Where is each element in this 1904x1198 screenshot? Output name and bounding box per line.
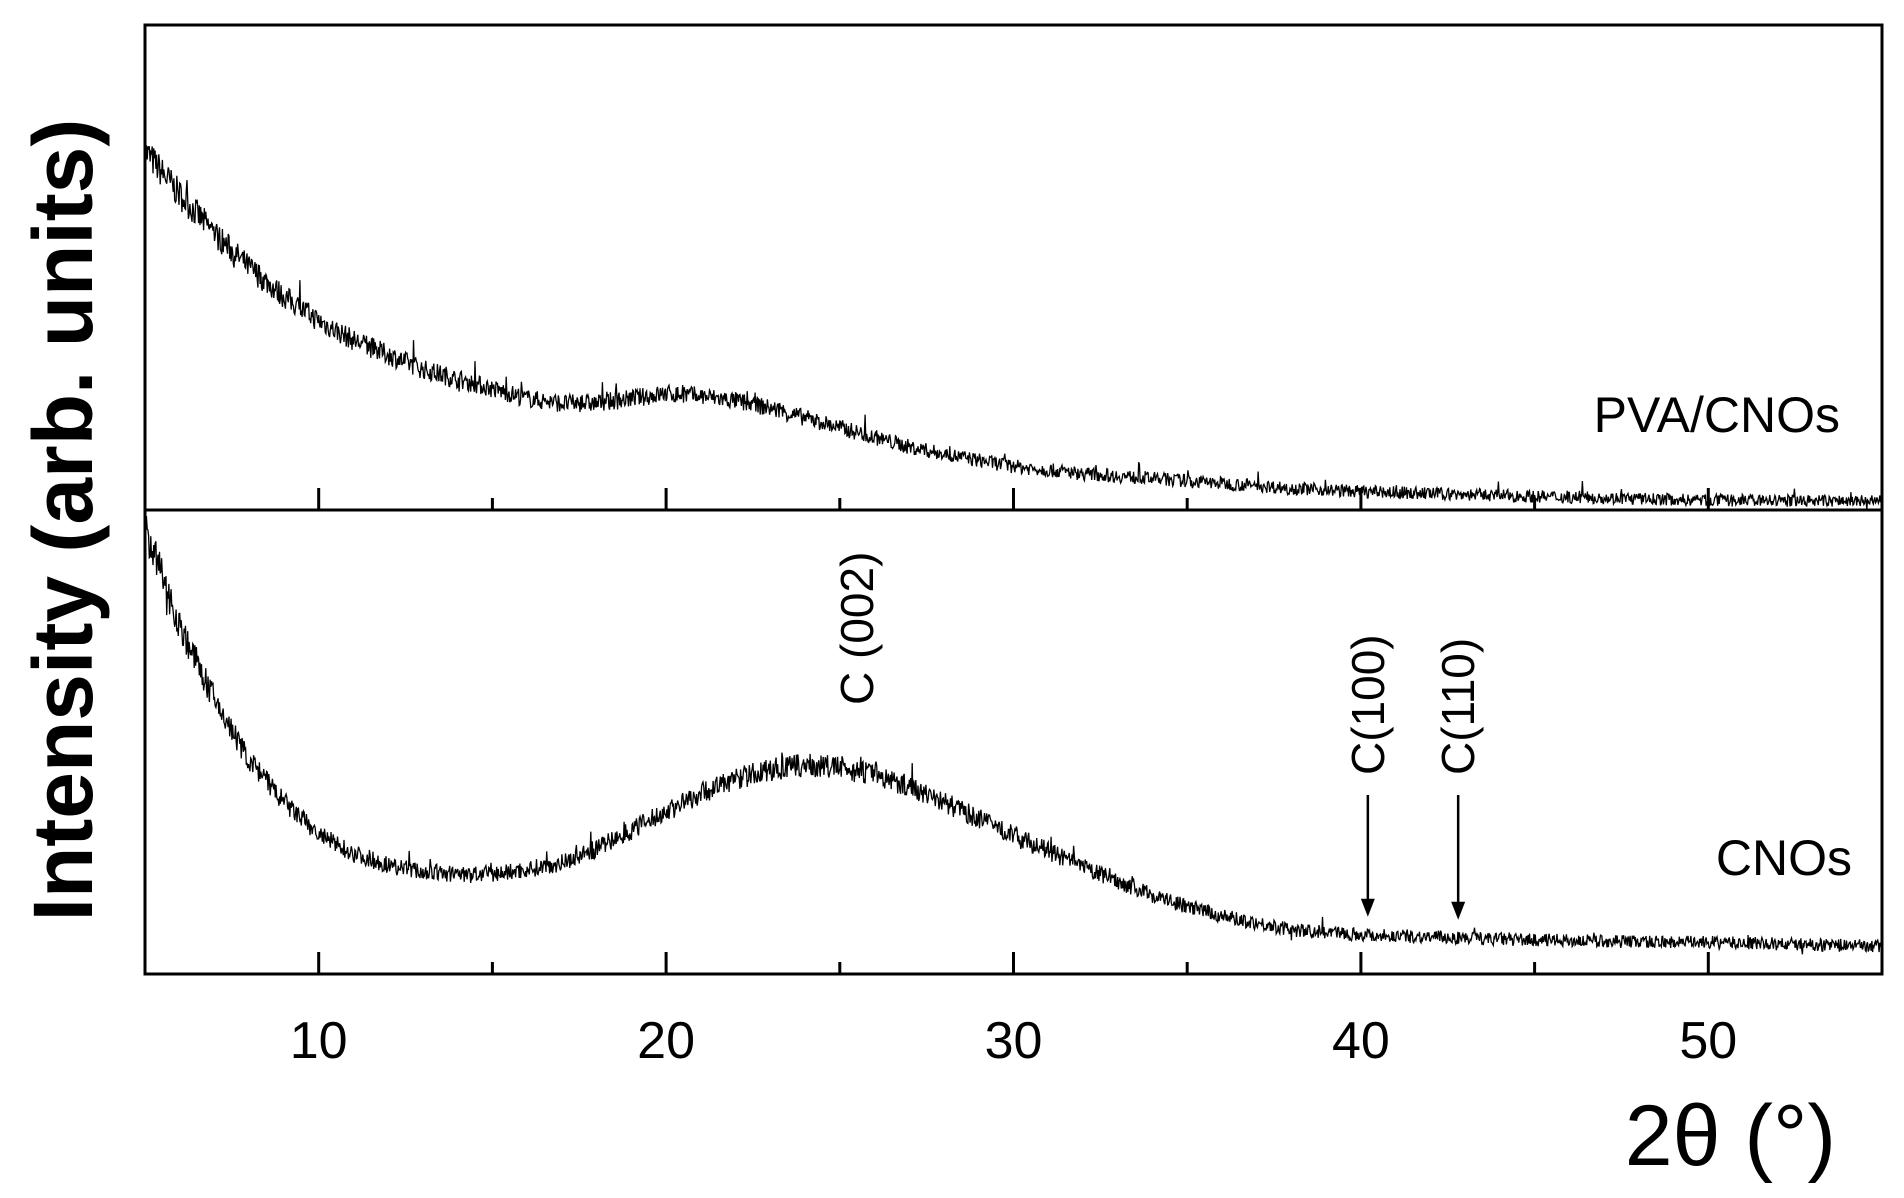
annotations-group: C (002) C(100) C(110) <box>831 552 1484 920</box>
x-tick-label: 20 <box>637 1012 695 1070</box>
series-label-cnos: CNOs <box>1716 830 1852 886</box>
peak-label: C(100) <box>1342 634 1394 775</box>
x-tick-label: 50 <box>1679 1012 1737 1070</box>
x-ticks <box>317 488 1710 974</box>
x-axis-label: 2θ (°) <box>1625 1088 1836 1184</box>
series-line-cnos <box>144 515 1883 955</box>
peak-label: C(110) <box>1432 638 1484 775</box>
x-tick-label: 30 <box>985 1012 1043 1070</box>
series-line-pva-cnos <box>144 145 1883 510</box>
x-tick-label: 40 <box>1332 1012 1390 1070</box>
y-axis-label: Intensity (arb. units) <box>16 119 110 922</box>
x-tick-labels: 10 20 30 40 50 <box>290 1012 1737 1070</box>
peak-arrow-head <box>1360 898 1375 917</box>
x-tick-label: 10 <box>290 1012 348 1070</box>
series-group <box>144 145 1883 955</box>
peak-label: C (002) <box>831 552 883 705</box>
peak-arrow-head <box>1451 901 1466 920</box>
series-label-pva-cnos: PVA/CNOs <box>1594 387 1840 443</box>
